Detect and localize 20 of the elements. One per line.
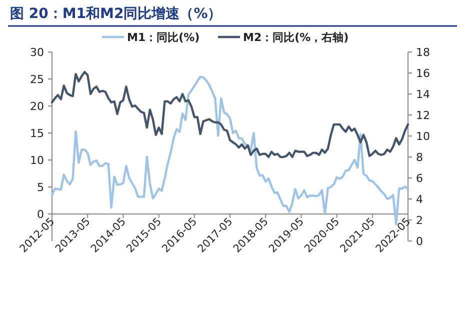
y2-tick-label: 10 bbox=[416, 130, 430, 143]
legend-label: M2：同比(%，右轴) bbox=[243, 31, 349, 44]
y2-tick-label: 2 bbox=[416, 214, 423, 227]
y-tick-label: 25 bbox=[30, 73, 44, 86]
legend-label: M1：同比(%) bbox=[127, 31, 200, 44]
y2-tick-label: 12 bbox=[416, 109, 430, 122]
y2-tick-label: 14 bbox=[416, 88, 430, 101]
y2-tick-label: 18 bbox=[416, 46, 430, 59]
y2-tick-label: 0 bbox=[416, 235, 423, 248]
y-tick-label: 5 bbox=[37, 181, 44, 194]
y-tick-label: 30 bbox=[30, 46, 44, 59]
y-tick-label: 0 bbox=[37, 208, 44, 221]
y2-tick-label: 4 bbox=[416, 193, 423, 206]
y2-tick-label: 8 bbox=[416, 151, 423, 164]
chart-title: 图 20：M1和M2同比增速（%） bbox=[10, 6, 222, 22]
y-tick-label: 15 bbox=[30, 127, 44, 140]
y2-tick-label: 6 bbox=[416, 172, 423, 185]
y-tick-label: 10 bbox=[30, 154, 44, 167]
y-tick-label: 20 bbox=[30, 100, 44, 113]
y2-tick-label: 16 bbox=[416, 67, 430, 80]
